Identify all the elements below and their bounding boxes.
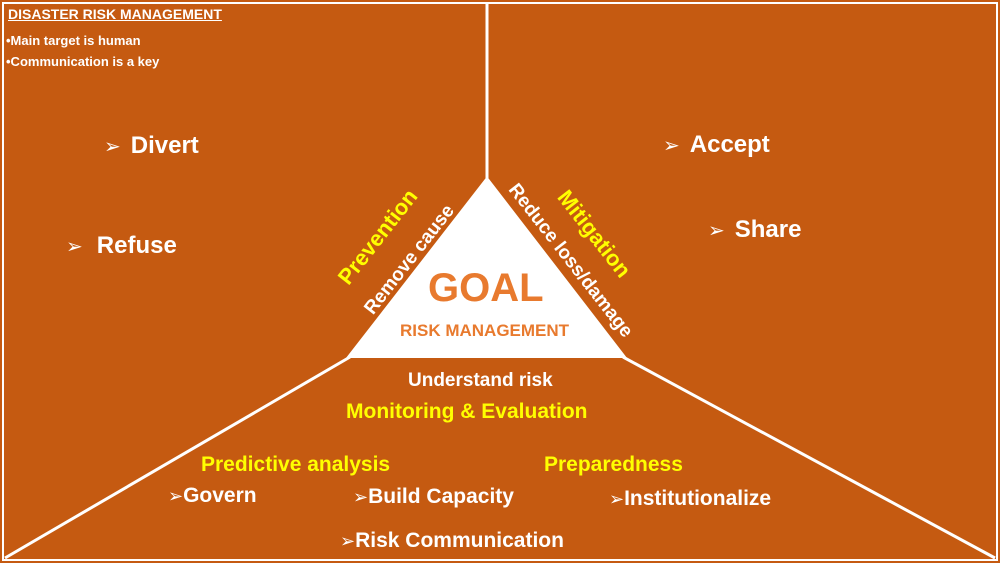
arrow-bullet-icon: ➢ [708,220,725,242]
bottom-item-institutionalize: ➢Institutionalize [609,487,772,510]
arrow-bullet-icon: ➢ [104,136,121,158]
preparedness-label: Preparedness [544,453,683,476]
header-title: DISASTER RISK MANAGEMENT [8,6,222,22]
arrow-bullet-icon: ➢ [353,487,369,507]
bottom-item-build-capacity: ➢Build Capacity [353,485,514,508]
bottom-item-risk-communication: ➢Risk Communication [340,529,564,552]
bottom-right-divider-line [622,355,996,560]
goal-triangle [345,176,628,358]
right-item-share: ➢ Share [708,216,802,243]
monitoring-evaluation-label: Monitoring & Evaluation [346,400,588,423]
arrow-bullet-icon: ➢ [340,531,356,551]
understand-risk-label: Understand risk [408,370,553,391]
header-bullet-1: •Main target is human [6,33,141,48]
bottom-item-govern: ➢Govern [168,484,257,507]
header-bullet-2: •Communication is a key [6,54,160,69]
left-item-divert: ➢ Divert [104,132,199,159]
goal-subtitle: RISK MANAGEMENT [400,321,570,340]
bottom-left-divider-line [4,355,351,560]
arrow-bullet-icon: ➢ [609,489,625,509]
predictive-analysis-label: Predictive analysis [201,453,391,476]
left-item-refuse: ➢ Refuse [66,232,177,259]
right-item-accept: ➢ Accept [663,131,770,158]
arrow-bullet-icon: ➢ [168,486,184,506]
goal-title: GOAL [428,266,544,310]
arrow-bullet-icon: ➢ [663,135,680,157]
arrow-bullet-icon: ➢ [66,236,83,258]
